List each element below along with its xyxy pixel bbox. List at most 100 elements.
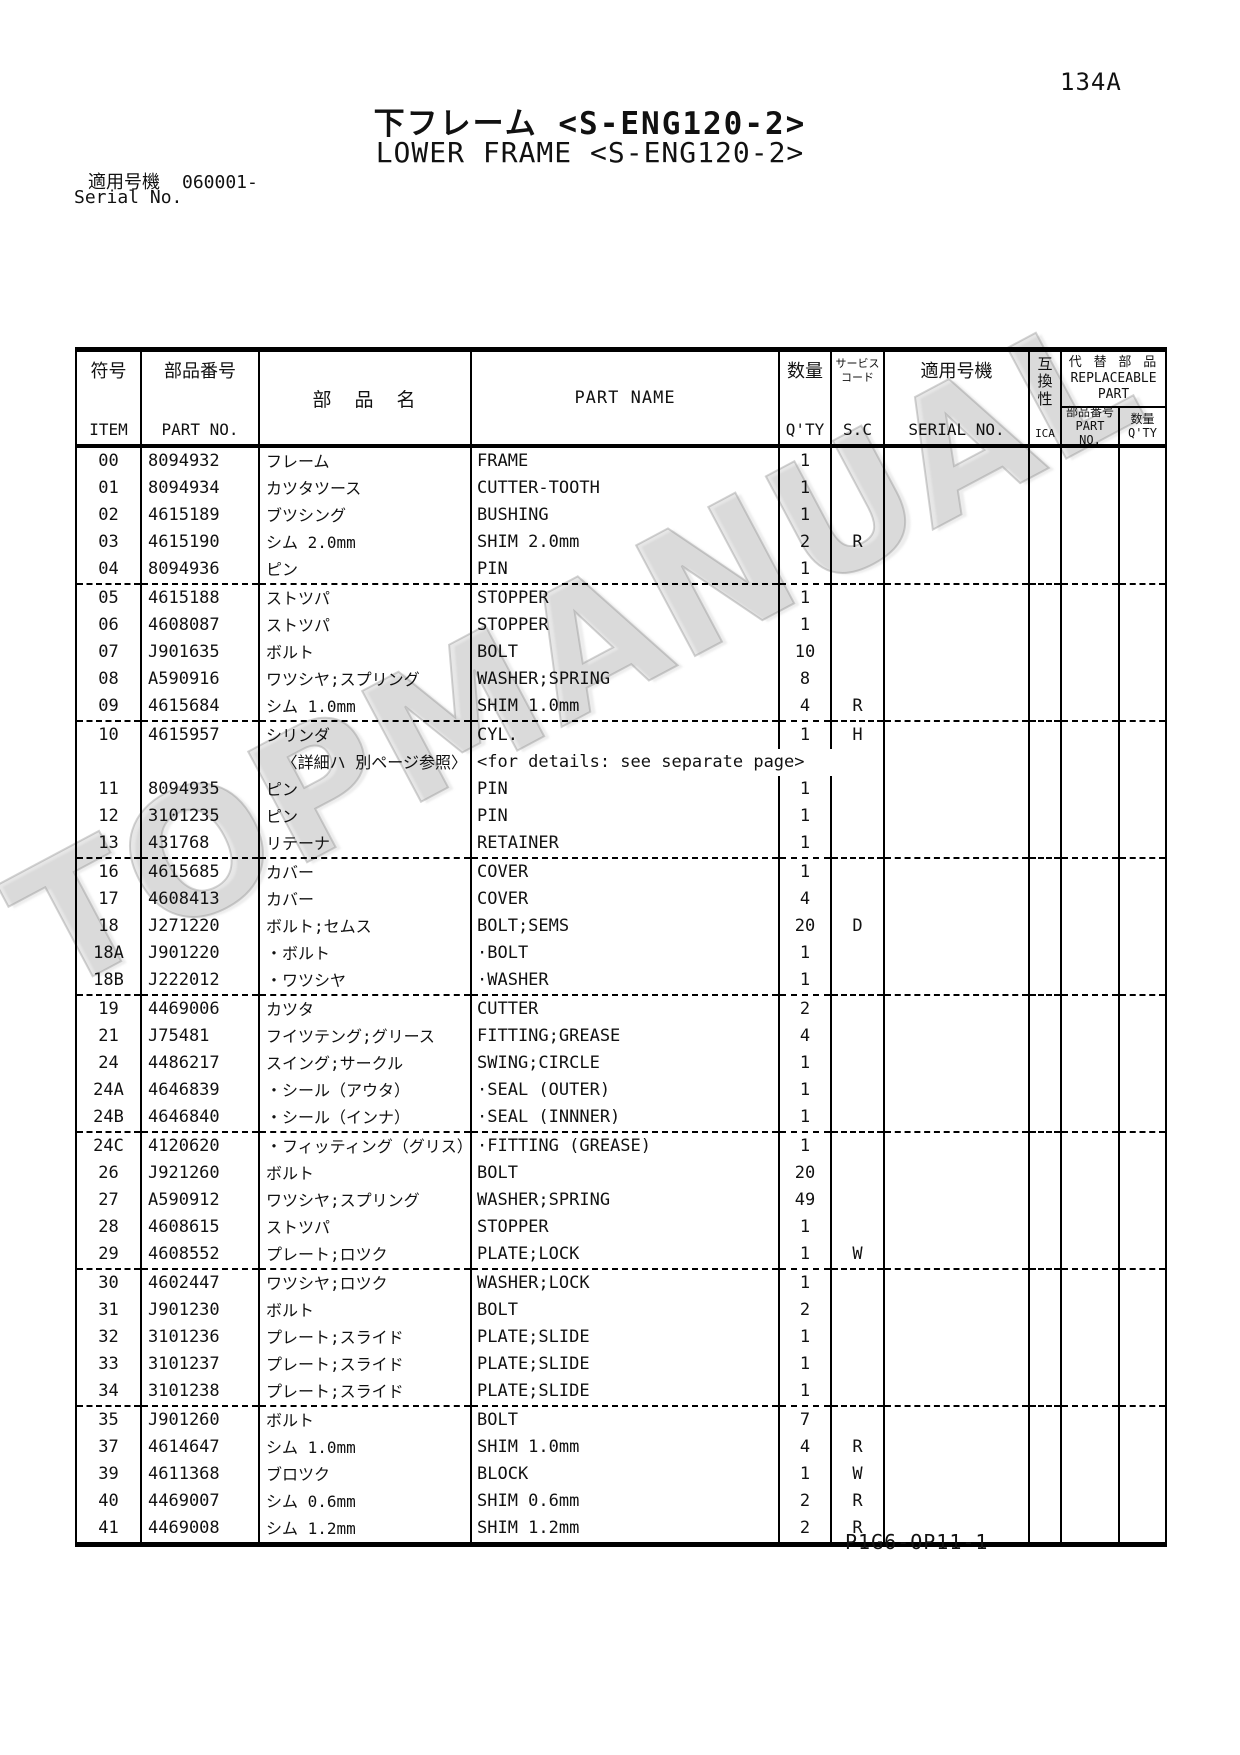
item-cell: 18A <box>75 940 142 967</box>
part-no-cell: 4608615 <box>140 1214 260 1241</box>
replacement-qty-cell <box>1117 913 1168 940</box>
service-code-cell: R <box>830 693 885 722</box>
part-name-jp-cell: スイング;サークル <box>258 1050 472 1077</box>
qty-cell: 4 <box>778 1434 832 1461</box>
part-row: 06 4608087 ストツパ STOPPER 1 <box>75 612 1168 639</box>
replacement-qty-cell <box>1117 1023 1168 1050</box>
replacement-qty-cell <box>1117 529 1168 556</box>
qty-cell: 2 <box>778 995 832 1023</box>
replacement-qty-cell <box>1117 666 1168 693</box>
part-row: 11 8094935 ピン PIN 1 <box>75 776 1168 803</box>
service-code-cell <box>830 967 885 996</box>
service-code-cell <box>830 858 885 886</box>
serial-no-cell <box>883 502 1030 529</box>
part-row: 31 J901230 ボルト BOLT 2 <box>75 1297 1168 1324</box>
part-row: 32 3101236 プレート;スライド PLATE;SLIDE 1 <box>75 1324 1168 1351</box>
header-item-en: ITEM <box>89 420 128 439</box>
part-name-en-cell: SHIM 2.0mm <box>470 529 780 556</box>
part-name-jp-cell: ・ボルト <box>258 940 472 967</box>
service-code-cell <box>830 1269 885 1297</box>
ica-cell <box>1028 1461 1062 1488</box>
replacement-qty-cell <box>1117 886 1168 913</box>
replacement-part-no-cell <box>1060 1351 1120 1378</box>
header-part-name-en: PART NAME <box>470 348 780 447</box>
serial-no-cell <box>883 666 1030 693</box>
part-row: 02 4615189 ブツシング BUSHING 1 <box>75 502 1168 529</box>
part-name-en-cell: STOPPER <box>470 612 780 639</box>
replacement-part-no-cell <box>1060 776 1120 803</box>
replacement-part-no-cell <box>1060 639 1120 666</box>
qty-cell: 1 <box>778 556 832 585</box>
qty-cell: 8 <box>778 666 832 693</box>
item-cell: 07 <box>75 639 142 666</box>
part-name-en-cell: COVER <box>470 886 780 913</box>
ica-cell <box>1028 940 1062 967</box>
serial-no-cell <box>883 1104 1030 1133</box>
header-repl-en1: REPLACEABLE <box>1070 370 1157 386</box>
part-name-jp-cell: カツタ <box>258 995 472 1023</box>
header-sc-jp2: コード <box>841 370 874 384</box>
replacement-qty-cell <box>1117 1488 1168 1515</box>
item-cell: 10 <box>75 721 142 749</box>
ica-cell <box>1028 666 1062 693</box>
ica-cell <box>1028 529 1062 556</box>
service-code-cell <box>830 446 885 475</box>
service-code-cell <box>830 556 885 585</box>
serial-no-cell <box>883 1378 1030 1407</box>
qty-cell: 1 <box>778 803 832 830</box>
replacement-part-no-cell <box>1060 1104 1120 1133</box>
qty-cell: 4 <box>778 693 832 722</box>
ica-cell <box>1028 721 1062 749</box>
ica-cell <box>1028 886 1062 913</box>
serial-no-cell <box>883 1351 1030 1378</box>
ica-cell <box>1028 1023 1062 1050</box>
part-no-cell: 4646839 <box>140 1077 260 1104</box>
replacement-part-no-cell <box>1060 1132 1120 1160</box>
service-code-cell: H <box>830 721 885 749</box>
part-no-cell: 4469007 <box>140 1488 260 1515</box>
qty-cell: 10 <box>778 639 832 666</box>
part-name-en-cell: BUSHING <box>470 502 780 529</box>
header-replaceable-part: 代 替 部 品 REPLACEABLE PART <box>1059 348 1168 409</box>
service-code-cell <box>830 1077 885 1104</box>
service-code-cell <box>830 886 885 913</box>
header-ica-en: ICA <box>1035 427 1055 440</box>
service-code-cell <box>830 1297 885 1324</box>
part-name-en-cell: COVER <box>470 858 780 886</box>
part-name-jp-cell: ブロツク <box>258 1461 472 1488</box>
part-name-en-cell: CYL. <box>470 721 780 749</box>
header-repl-jp: 代 替 部 品 <box>1068 354 1159 370</box>
serial-no-cell <box>883 1214 1030 1241</box>
item-cell: 05 <box>75 584 142 612</box>
item-cell: 32 <box>75 1324 142 1351</box>
part-name-en-cell: ·WASHER <box>470 967 780 996</box>
part-row: 00 8094932 フレーム FRAME 1 <box>75 446 1168 475</box>
replacement-qty-cell <box>1117 693 1168 722</box>
ica-cell <box>1028 1351 1062 1378</box>
part-row: 18B J222012 ・ワツシヤ ·WASHER 1 <box>75 967 1168 996</box>
replacement-part-no-cell <box>1060 1515 1120 1545</box>
part-row: 18 J271220 ボルト;セムス BOLT;SEMS 20 D <box>75 913 1168 940</box>
part-name-en-cell: BOLT <box>470 1406 780 1434</box>
part-no-cell: 4608552 <box>140 1241 260 1270</box>
qty-cell: 2 <box>778 1297 832 1324</box>
replacement-qty-cell <box>1117 1378 1168 1407</box>
part-name-en-cell: STOPPER <box>470 1214 780 1241</box>
part-row: 40 4469007 シム 0.6mm SHIM 0.6mm 2 R <box>75 1488 1168 1515</box>
serial-no-cell <box>883 1297 1030 1324</box>
serial-no-cell <box>883 693 1030 722</box>
ica-cell <box>1028 995 1062 1023</box>
ica-cell <box>1028 556 1062 585</box>
serial-no-cell <box>883 1434 1030 1461</box>
replacement-part-no-cell <box>1060 475 1120 502</box>
part-name-jp-cell: プレート;スライド <box>258 1378 472 1407</box>
header-part-no-jp: 部品番号 <box>164 361 236 382</box>
part-row: 10 4615957 シリンダ CYL. 1 H <box>75 721 1168 749</box>
serial-no-cell <box>883 1241 1030 1270</box>
footer-document-code: P1G6-OP11-1 <box>845 1530 989 1554</box>
item-cell: 02 <box>75 502 142 529</box>
qty-cell: 2 <box>778 1515 832 1545</box>
serial-no-cell <box>883 1050 1030 1077</box>
header-qty-jp: 数量 <box>787 361 823 382</box>
item-cell: 31 <box>75 1297 142 1324</box>
